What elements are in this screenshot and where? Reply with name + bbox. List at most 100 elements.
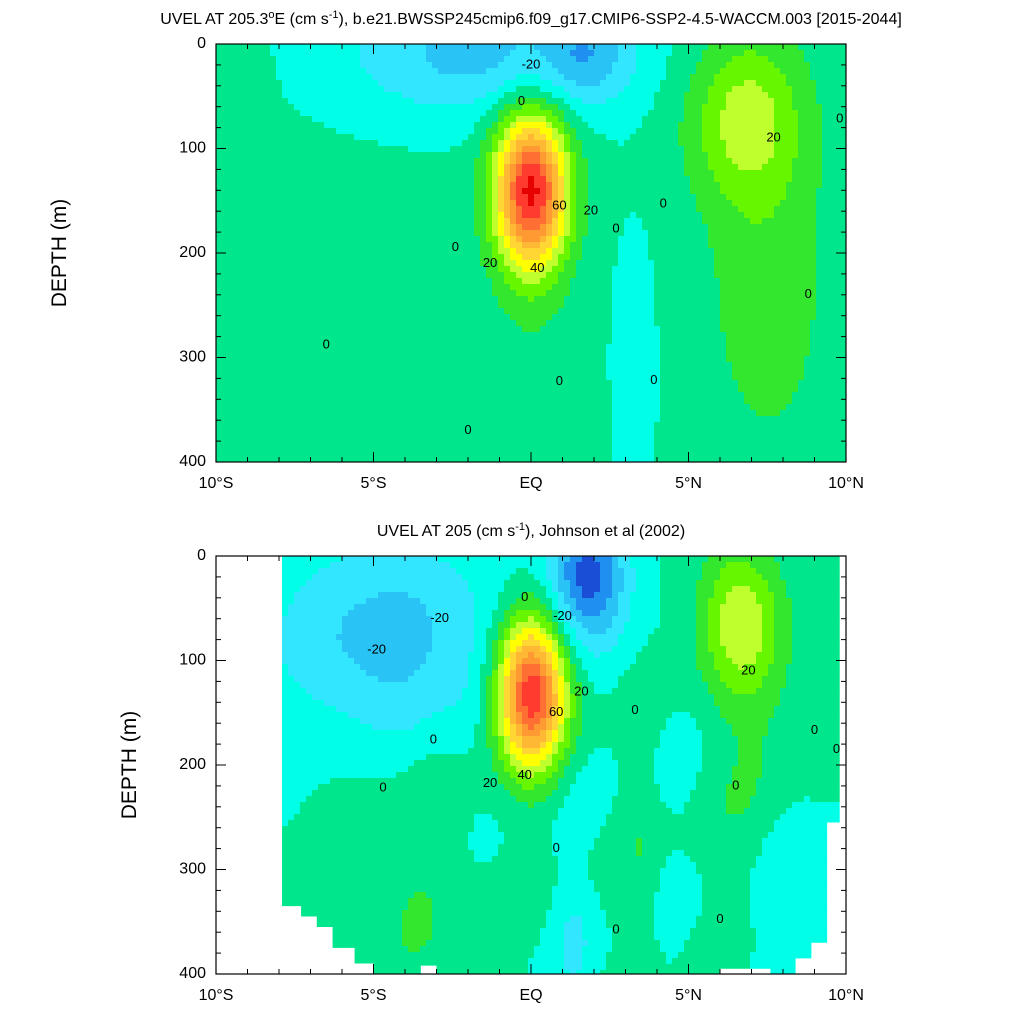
contour-cell (642, 170, 649, 177)
contour-cell (396, 218, 403, 225)
contour-cell (396, 92, 403, 99)
contour-cell (504, 146, 511, 153)
contour-cell (450, 278, 457, 285)
contour-cell (708, 50, 715, 57)
contour-cell (390, 104, 397, 111)
contour-cell (762, 290, 769, 297)
contour-cell (342, 182, 349, 189)
contour-cell (306, 62, 313, 69)
contour-cell (708, 320, 715, 327)
contour-cell (690, 134, 697, 141)
contour-cell (564, 122, 571, 129)
contour-cell (270, 194, 277, 201)
contour-cell (258, 116, 265, 123)
contour-cell (270, 164, 277, 171)
contour-cell (558, 302, 565, 309)
contour-cell (450, 290, 457, 297)
contour-cell (306, 260, 313, 267)
contour-cell (660, 218, 667, 225)
contour-cell (594, 206, 601, 213)
contour-cell (294, 176, 301, 183)
contour-cell (822, 218, 829, 225)
contour-cell (306, 278, 313, 285)
contour-cell (468, 224, 475, 231)
contour-cell (378, 248, 385, 255)
contour-cell (750, 224, 757, 231)
contour-cell (396, 80, 403, 87)
contour-cell (288, 230, 295, 237)
contour-cell (492, 212, 499, 219)
contour-cell (360, 308, 367, 315)
contour-cell (492, 206, 499, 213)
contour-cell (300, 200, 307, 207)
contour-cell (474, 74, 481, 81)
contour-cell (456, 104, 463, 111)
contour-cell (816, 80, 823, 87)
contour-cell (798, 194, 805, 201)
contour-cell (612, 146, 619, 153)
contour-cell (276, 314, 283, 321)
contour-cell (654, 92, 661, 99)
contour-cell (762, 218, 769, 225)
contour-cell (330, 98, 337, 105)
contour-cell (360, 248, 367, 255)
contour-cell (228, 56, 235, 63)
contour-cell (240, 146, 247, 153)
contour-cell (528, 68, 535, 75)
contour-cell (468, 146, 475, 153)
contour-cell (366, 68, 373, 75)
contour-cell (330, 320, 337, 327)
contour-cell (372, 278, 379, 285)
contour-cell (462, 302, 469, 309)
contour-cell (240, 188, 247, 195)
contour-cell (498, 206, 505, 213)
contour-cell (492, 110, 499, 117)
contour-cell (282, 290, 289, 297)
contour-cell (696, 134, 703, 141)
contour-cell (540, 320, 547, 327)
contour-cell (492, 152, 499, 159)
contour-cell (336, 74, 343, 81)
contour-cell (540, 242, 547, 249)
contour-cell (840, 248, 846, 255)
contour-cell (708, 254, 715, 261)
contour-cell (630, 206, 637, 213)
contour-cell (510, 122, 517, 129)
contour-cell (684, 194, 691, 201)
contour-cell (294, 194, 301, 201)
contour-cell (588, 182, 595, 189)
contour-cell (654, 134, 661, 141)
contour-cell (558, 92, 565, 99)
contour-cell (810, 278, 817, 285)
contour-cell (348, 182, 355, 189)
contour-cell (444, 98, 451, 105)
contour-cell (384, 164, 391, 171)
contour-cell (420, 230, 427, 237)
contour-cell (792, 278, 799, 285)
contour-cell (684, 104, 691, 111)
contour-cell (432, 272, 439, 279)
contour-cell (354, 188, 361, 195)
contour-cell (258, 164, 265, 171)
contour-cell (546, 230, 553, 237)
contour-cell (546, 266, 553, 273)
contour-cell (642, 134, 649, 141)
contour-cell (216, 266, 223, 273)
contour-cell (708, 146, 715, 153)
contour-cell (768, 194, 775, 201)
contour-cell (576, 218, 583, 225)
contour-cell (252, 296, 259, 303)
contour-cell (654, 248, 661, 255)
contour-cell (462, 242, 469, 249)
contour-cell (576, 248, 583, 255)
contour-cell (696, 320, 703, 327)
contour-cell (366, 98, 373, 105)
contour-cell (504, 302, 511, 309)
contour-cell (540, 200, 547, 207)
contour-cell (672, 230, 679, 237)
contour-cell (546, 158, 553, 165)
contour-cell (264, 224, 271, 231)
contour-cell (654, 158, 661, 165)
contour-cell (438, 200, 445, 207)
contour-cell (594, 158, 601, 165)
